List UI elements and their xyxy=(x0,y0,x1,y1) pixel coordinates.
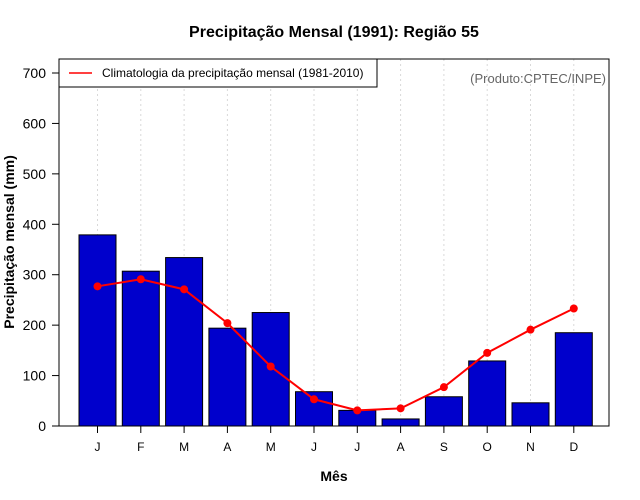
climatology-point-1 xyxy=(136,275,145,284)
bar-3 xyxy=(208,327,247,427)
x-tick-label: F xyxy=(137,440,144,454)
x-tick-label: S xyxy=(440,440,448,454)
bar-1 xyxy=(121,270,160,427)
climatology-point-11 xyxy=(569,304,578,313)
bar-10 xyxy=(511,402,550,427)
y-tick-label: 600 xyxy=(23,115,47,131)
bar-0 xyxy=(78,234,117,427)
x-tick-label: A xyxy=(223,440,231,454)
bar-9 xyxy=(468,360,507,427)
climatology-point-10 xyxy=(526,325,535,334)
x-tick-label: N xyxy=(526,440,535,454)
climatology-point-9 xyxy=(483,348,492,357)
climatology-point-6 xyxy=(353,406,362,415)
x-tick-label: A xyxy=(397,440,405,454)
bar-7 xyxy=(381,418,420,427)
climatology-series xyxy=(93,275,578,415)
bar-series xyxy=(78,234,593,427)
y-tick-label: 100 xyxy=(23,368,47,384)
y-tick-label: 0 xyxy=(38,418,46,434)
climatology-line xyxy=(97,278,575,412)
climatology-point-8 xyxy=(439,383,448,392)
bar-8 xyxy=(424,396,463,427)
y-axis: 0 100 200 300 400 500 600 700 xyxy=(23,65,59,434)
x-axis-label: Mês xyxy=(320,468,347,484)
climatology-point-4 xyxy=(266,362,275,371)
y-tick-label: 700 xyxy=(23,65,47,81)
x-tick-label: J xyxy=(311,440,317,454)
bar-2 xyxy=(165,257,204,427)
y-tick-label: 400 xyxy=(23,216,47,232)
x-tick-label: J xyxy=(95,440,101,454)
x-tick-label: J xyxy=(354,440,360,454)
x-tick-label: M xyxy=(179,440,189,454)
climatology-point-5 xyxy=(310,395,318,404)
x-tick-label: D xyxy=(569,440,578,454)
legend: Climatologia da precipitação mensal (198… xyxy=(58,58,378,88)
bar-11 xyxy=(554,332,593,427)
chart-title: Precipitação Mensal (1991): Região 55 xyxy=(189,24,479,41)
legend-box xyxy=(58,58,378,88)
y-axis-label: Precipitação mensal (mm) xyxy=(1,155,17,329)
climatology-point-7 xyxy=(396,404,405,413)
climatology-point-0 xyxy=(93,282,102,291)
climatology-point-3 xyxy=(223,319,232,328)
legend-entry-climatology: Climatologia da precipitação mensal (198… xyxy=(102,66,363,80)
climatology-point-2 xyxy=(180,285,189,294)
y-tick-label: 300 xyxy=(23,267,47,283)
credit-annotation: (Produto:CPTEC/INPE) xyxy=(470,71,606,86)
x-tick-label: M xyxy=(266,440,276,454)
y-tick-label: 200 xyxy=(23,317,47,333)
y-tick-label: 500 xyxy=(23,166,47,182)
x-tick-label: O xyxy=(483,440,492,454)
